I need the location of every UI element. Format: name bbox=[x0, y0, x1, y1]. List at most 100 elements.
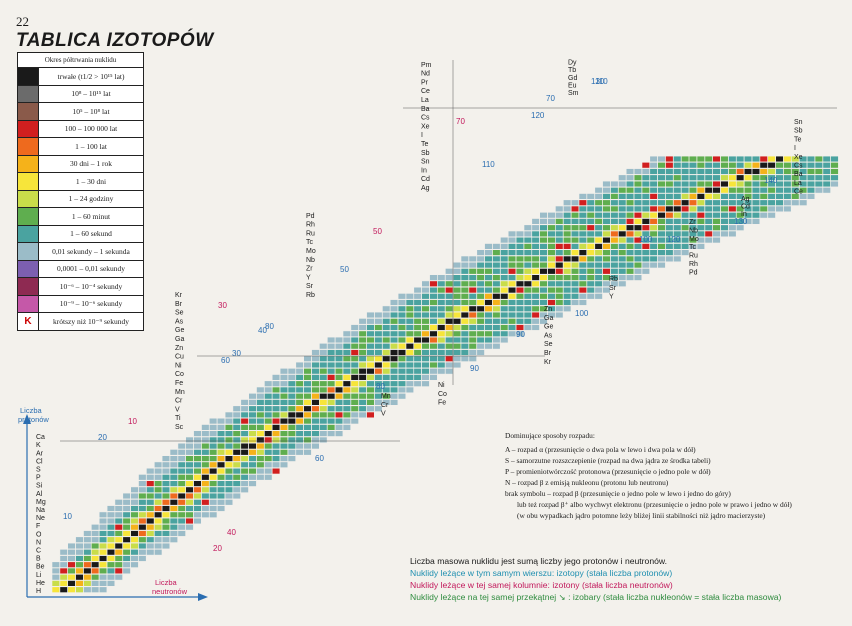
nuclide-cell bbox=[720, 205, 729, 213]
number-mark: 120 bbox=[667, 235, 681, 244]
nuclide-cell bbox=[366, 355, 375, 362]
nuclide-cell bbox=[602, 218, 611, 225]
nuclide-cell bbox=[374, 342, 383, 350]
nuclide-cell bbox=[665, 249, 674, 256]
nuclide-cell bbox=[476, 268, 485, 275]
nuclide-cell bbox=[688, 180, 698, 188]
element-label: Ne bbox=[36, 515, 45, 522]
nuclide-cell bbox=[429, 361, 438, 369]
nuclide-cell bbox=[366, 336, 375, 344]
nuclide-cell bbox=[421, 380, 430, 387]
nuclide-cell bbox=[106, 517, 116, 525]
nuclide-cell bbox=[704, 174, 713, 181]
nuclide-cell bbox=[185, 511, 194, 518]
number-mark: 90 bbox=[516, 330, 525, 339]
nuclide-cell bbox=[366, 342, 375, 350]
nuclide-cell bbox=[712, 236, 721, 244]
nuclide-cell bbox=[366, 411, 375, 419]
nuclide-cell bbox=[405, 305, 414, 312]
nuclide-cell bbox=[303, 411, 312, 419]
nuclide-cell bbox=[492, 268, 501, 275]
nuclide-cell bbox=[366, 399, 375, 406]
nuclide-cell bbox=[405, 380, 414, 387]
nuclide-cell bbox=[413, 367, 422, 375]
element-label: K bbox=[36, 442, 41, 449]
nuclide-cell bbox=[287, 430, 296, 437]
nuclide-cell bbox=[806, 155, 816, 163]
nuclide-cell bbox=[547, 236, 556, 244]
nuclide-cell bbox=[476, 299, 485, 306]
nuclide-cell bbox=[138, 499, 147, 506]
nuclide-cell bbox=[413, 349, 422, 356]
nuclide-cell bbox=[287, 367, 296, 375]
nuclide-cell bbox=[704, 162, 713, 169]
nuclide-cell bbox=[570, 212, 580, 219]
nuclide-cell bbox=[429, 330, 438, 337]
nuclide-cell bbox=[728, 199, 737, 206]
element-label: Ga bbox=[175, 336, 184, 343]
nuclide-cell bbox=[130, 486, 139, 493]
nuclide-cell bbox=[201, 499, 210, 506]
nuclide-cell bbox=[374, 361, 383, 369]
nuclide-cell bbox=[783, 199, 792, 206]
nuclide-cell bbox=[271, 417, 281, 425]
nuclide-cell bbox=[334, 386, 344, 394]
nuclide-cell bbox=[256, 411, 265, 419]
nuclide-cell bbox=[177, 505, 186, 512]
nuclide-cell bbox=[185, 467, 194, 475]
nuclide-cell bbox=[177, 480, 186, 487]
nuclide-cell bbox=[311, 386, 320, 394]
nuclide-cell bbox=[555, 218, 564, 225]
nuclide-cell bbox=[712, 162, 721, 169]
element-label: In bbox=[421, 167, 427, 174]
nuclide-cell bbox=[405, 355, 414, 362]
nuclide-cell bbox=[232, 467, 241, 475]
nuclide-cell bbox=[759, 162, 768, 169]
nuclide-cell bbox=[578, 218, 587, 225]
nuclide-cell bbox=[680, 243, 690, 250]
nuclide-cell bbox=[460, 305, 469, 312]
nuclide-cell bbox=[594, 255, 603, 263]
nuclide-cell bbox=[421, 361, 430, 369]
nuclide-cell bbox=[728, 193, 737, 200]
element-label: Cr bbox=[175, 398, 183, 405]
nuclide-cell bbox=[476, 255, 485, 263]
nuclide-cell bbox=[507, 324, 517, 331]
nuclide-cell bbox=[248, 480, 257, 487]
nuclide-cell bbox=[610, 199, 619, 206]
nuclide-cell bbox=[201, 436, 210, 444]
nuclide-cell bbox=[539, 299, 548, 306]
nuclide-cell bbox=[539, 236, 548, 244]
nuclide-cell bbox=[704, 168, 713, 175]
legend-swatch bbox=[18, 85, 39, 102]
element-label: Eu bbox=[568, 82, 577, 89]
nuclide-cell bbox=[279, 455, 289, 462]
number-mark: 60 bbox=[315, 454, 324, 463]
legend-label: 100 – 100 000 lat bbox=[64, 124, 118, 134]
nuclide-cell bbox=[177, 492, 186, 500]
nuclide-cell bbox=[389, 386, 399, 394]
legend-row: 10⁻⁹ – 10⁻⁶ sekundy bbox=[18, 295, 143, 313]
nuclide-cell bbox=[374, 318, 383, 325]
nuclide-cell bbox=[240, 449, 249, 456]
nuclide-cell bbox=[767, 193, 776, 200]
nuclide-cell bbox=[98, 561, 108, 568]
nuclide-cell bbox=[649, 155, 658, 163]
nuclide-cell bbox=[555, 293, 564, 300]
nuclide-cell bbox=[397, 380, 407, 387]
decay-notes: Dominujące sposoby rozpadu: A – rozpad α… bbox=[505, 430, 850, 521]
nuclide-cell bbox=[673, 174, 682, 181]
nuclide-cell bbox=[350, 355, 359, 362]
element-label: H bbox=[36, 588, 41, 595]
nuclide-cell bbox=[114, 567, 123, 575]
nuclide-cell bbox=[224, 467, 234, 475]
element-label: Rh bbox=[689, 261, 698, 268]
nuclide-cell bbox=[122, 505, 131, 512]
nuclide-cell bbox=[586, 224, 595, 231]
nuclide-cell bbox=[673, 255, 682, 263]
nuclide-cell bbox=[712, 224, 721, 231]
nuclide-cell bbox=[114, 530, 123, 537]
element-label: Mg bbox=[36, 499, 46, 506]
nuclide-cell bbox=[476, 274, 485, 281]
nuclide-cell bbox=[185, 517, 194, 525]
